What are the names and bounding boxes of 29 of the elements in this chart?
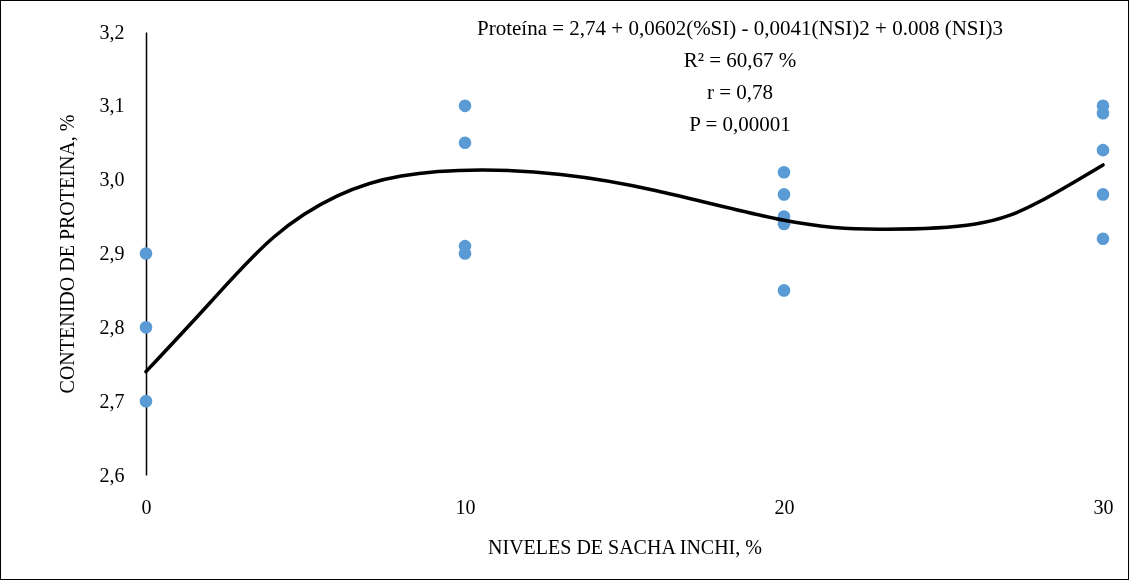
x-tick-label: 30 xyxy=(1093,495,1114,518)
point xyxy=(777,284,791,297)
y-tick-label: 2,6 xyxy=(99,463,125,486)
point xyxy=(139,321,153,334)
annotation: P = 0,00001 xyxy=(689,112,791,136)
point xyxy=(458,136,472,150)
y-tick-label: 3,1 xyxy=(99,94,125,117)
x-tick-label: 20 xyxy=(774,495,795,518)
y-tick-label: 2,8 xyxy=(99,315,125,338)
annotation: r = 0,78 xyxy=(706,80,774,104)
y-tick-label: 3,2 xyxy=(99,20,125,43)
point xyxy=(1096,232,1110,246)
annotation: R² = 60,67 % xyxy=(683,48,797,72)
x-tick-label: 0 xyxy=(141,495,152,518)
point xyxy=(458,99,472,113)
point xyxy=(1096,143,1110,157)
y-axis-title: CONTENIDO DE PROTEINA, % xyxy=(55,114,78,394)
point xyxy=(777,165,791,179)
annotation: Proteína = 2,74 + 0,0602(%SI) - 0,0041(NSI)2 + 0.008 (NSI)3 xyxy=(476,16,1004,40)
x-axis-title: NIVELES DE SACHA INCHI, % xyxy=(488,535,762,558)
x-tick-label: 10 xyxy=(455,495,476,518)
point xyxy=(139,247,153,260)
point xyxy=(139,394,153,408)
point xyxy=(458,247,472,260)
y-tick-label: 2,9 xyxy=(99,242,125,264)
y-tick-label: 3,0 xyxy=(99,168,125,191)
point xyxy=(1096,188,1110,201)
y-tick-label: 2,7 xyxy=(99,389,125,412)
point xyxy=(777,188,791,201)
